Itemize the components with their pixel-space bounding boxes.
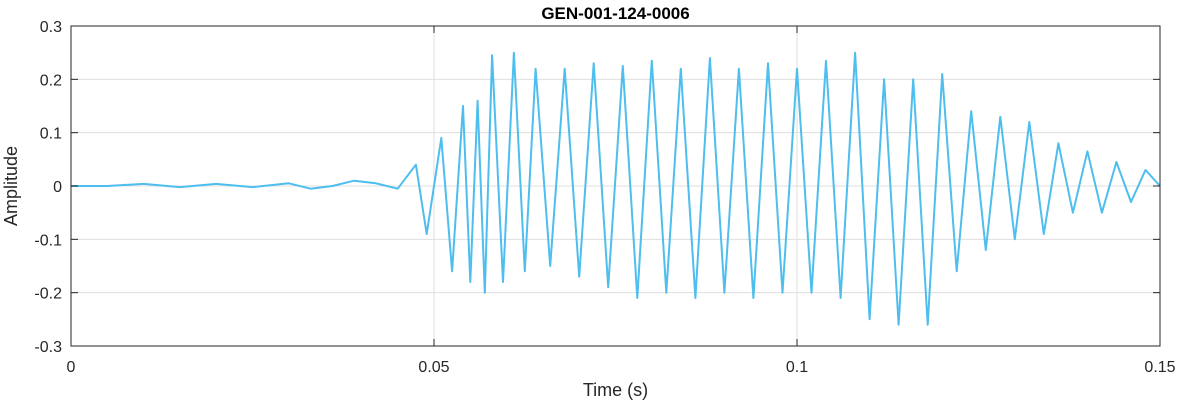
y-axis: -0.3 -0.2 -0.1 0 0.1 0.2 0.3: [34, 19, 1160, 356]
y-tick-label: 0.2: [40, 72, 62, 89]
y-tick-label: 0.3: [40, 19, 62, 36]
y-axis-label: Amplitude: [1, 146, 21, 226]
x-tick-label: 0: [67, 359, 76, 376]
y-tick-label: -0.2: [34, 286, 62, 303]
x-tick-label: 0.15: [1144, 359, 1175, 376]
x-tick-label: 0.1: [786, 359, 808, 376]
series-line: [71, 51, 1161, 326]
x-axis: 0 0.05 0.1 0.15: [67, 26, 1176, 376]
y-tick-label: 0: [53, 179, 62, 196]
y-tick-label: -0.3: [34, 339, 62, 356]
plot-area: [71, 51, 1161, 326]
x-axis-label: Time (s): [583, 380, 648, 400]
y-tick-label: 0.1: [40, 126, 62, 143]
x-tick-label: 0.05: [418, 359, 449, 376]
chart-title: GEN-001-124-0006: [541, 4, 689, 23]
y-tick-label: -0.1: [34, 232, 62, 249]
